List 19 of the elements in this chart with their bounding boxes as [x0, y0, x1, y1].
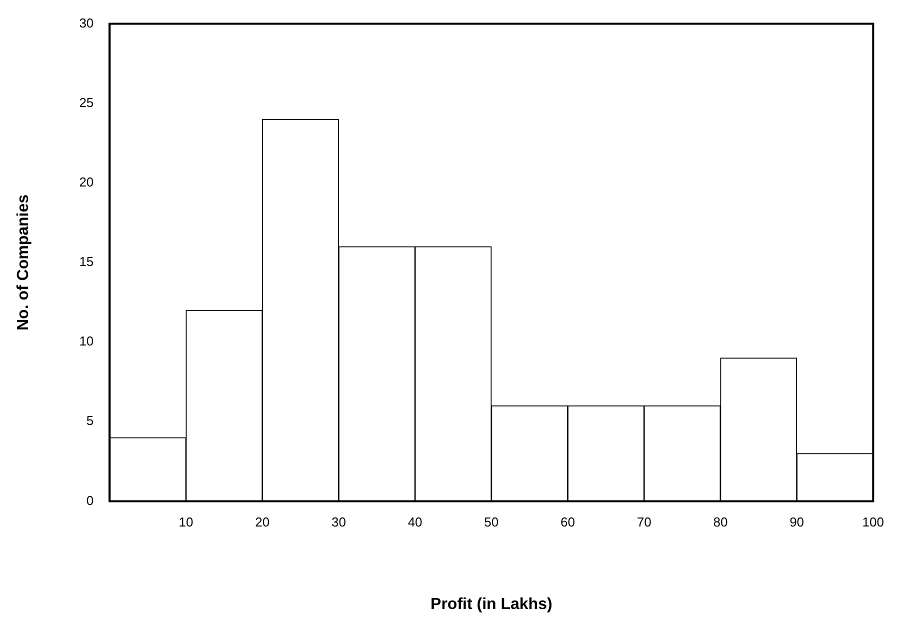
x-tick-label: 80 [713, 514, 728, 530]
x-tick-label: 20 [255, 514, 270, 530]
x-axis-title: Profit (in Lakhs) [430, 596, 552, 613]
y-tick-label: 30 [79, 15, 94, 30]
y-tick-label: 10 [79, 334, 94, 349]
y-tick-label: 5 [86, 413, 94, 428]
x-tick-label: 90 [790, 514, 804, 530]
x-tick-label: 100 [862, 514, 884, 530]
y-tick-label: 20 [79, 174, 94, 190]
x-tick-label: 70 [636, 514, 652, 530]
x-tick-label: 50 [484, 514, 499, 530]
x-tick-label: 60 [560, 514, 575, 530]
y-tick-label: 0 [86, 492, 94, 508]
x-tick-label: 30 [331, 514, 346, 530]
y-tick-label: 25 [79, 94, 94, 110]
x-tick-label: 10 [178, 514, 194, 530]
y-tick-label: 15 [79, 254, 94, 270]
x-tick-label: 40 [408, 514, 422, 530]
y-axis-title: No. of Companies [15, 194, 32, 331]
